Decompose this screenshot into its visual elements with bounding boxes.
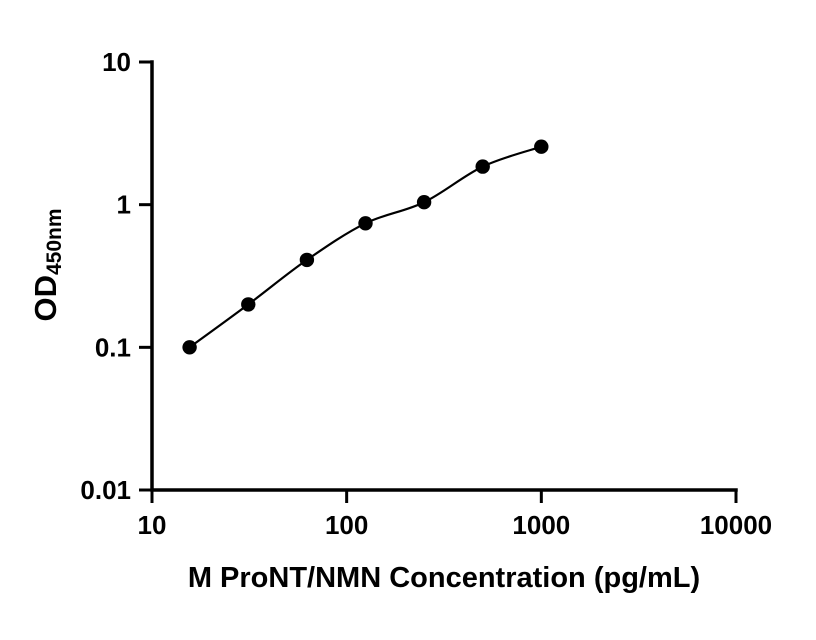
data-point (534, 139, 549, 154)
data-point (299, 252, 315, 268)
axis-spines (150, 60, 738, 492)
data-point (475, 159, 490, 174)
x-tick-label: 100 (325, 510, 368, 540)
y-axis-title: OD450nm (24, 115, 68, 415)
y-tick-label: 0.1 (95, 332, 131, 362)
x-tick-label: 10000 (700, 510, 772, 540)
x-tick-label: 10 (138, 510, 167, 540)
data-point (241, 297, 256, 312)
x-tick-label: 1000 (512, 510, 570, 540)
x-axis-title: M ProNT/NMN Concentration (pg/mL) (187, 562, 701, 594)
y-axis-title-subscript: 450nm (43, 208, 66, 276)
y-tick-label: 0.01 (80, 475, 131, 505)
y-tick-label: 10 (102, 47, 131, 77)
y-axis-title-main: OD (28, 275, 63, 322)
data-point (416, 195, 432, 210)
y-tick-label: 1 (117, 190, 131, 220)
curve-line (188, 145, 542, 349)
data-point (182, 340, 197, 355)
data-point (358, 216, 373, 231)
